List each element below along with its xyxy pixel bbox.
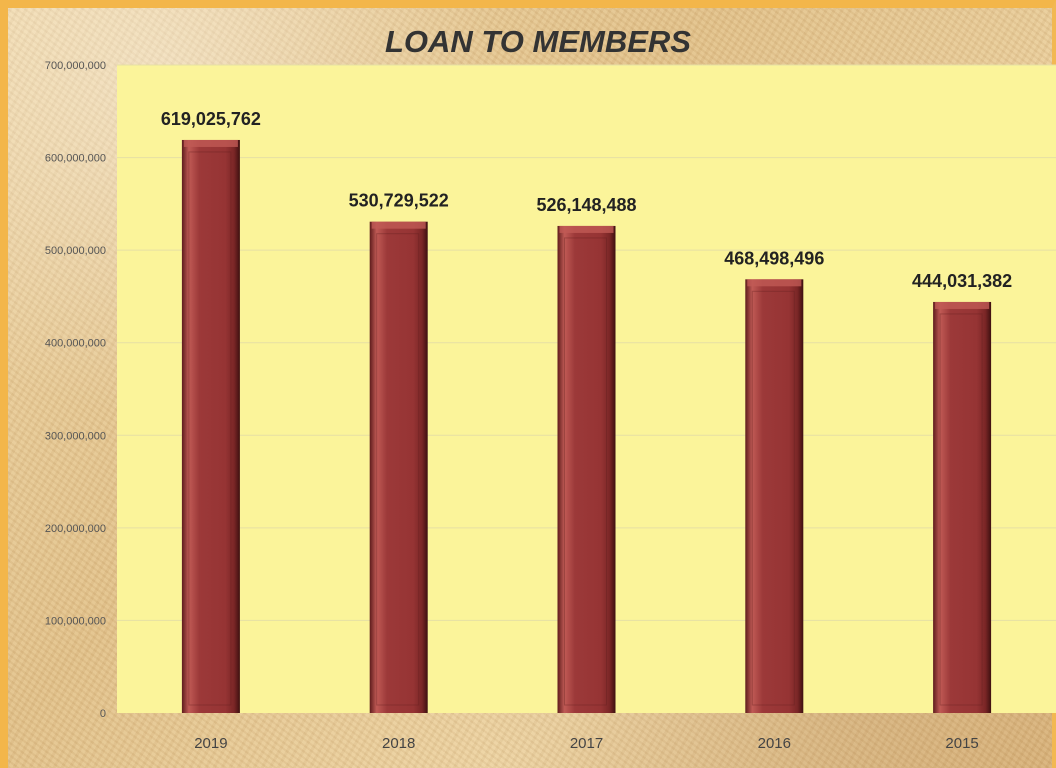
data-labels: 619,025,762 530,729,522 526,148,488 468,498… [161,109,1012,291]
x-tick-label: 2016 [758,735,791,752]
x-tick-label: 2019 [194,735,227,752]
y-tick-label: 500,000,000 [45,245,106,257]
chart-title: LOAN TO MEMBERS [385,24,691,59]
bar-inner-panel [188,151,232,706]
y-tick-label: 0 [100,708,106,720]
x-axis-ticks: 2019 2018 2017 2016 2015 [194,735,979,752]
bar [933,301,992,713]
bar [745,279,804,713]
bar-top-bevel [935,301,990,309]
bar [557,225,616,713]
bar-top-bevel [559,225,614,233]
y-tick-label: 300,000,000 [45,430,106,442]
bar-inner-panel [564,237,607,706]
x-tick-label: 2018 [382,735,415,752]
y-axis-ticks: 0 100,000,000 200,000,000 300,000,000 400,00… [45,60,106,720]
y-tick-label: 400,000,000 [45,338,106,350]
x-tick-label: 2015 [945,735,978,752]
y-tick-label: 700,000,000 [45,60,106,72]
bar-inner-panel [751,290,795,706]
y-tick-label: 100,000,000 [45,615,106,627]
data-label: 530,729,522 [349,191,449,211]
bars [181,139,992,714]
bar-2016 [745,279,804,713]
bar-2017 [557,225,616,713]
y-tick-label: 600,000,000 [45,153,106,165]
bar-inner-panel [939,313,983,706]
data-label: 444,031,382 [912,271,1012,291]
data-label: 619,025,762 [161,109,261,129]
bar-2015 [933,301,992,713]
bar-2019 [181,139,240,714]
data-label: 468,498,496 [724,248,824,268]
x-tick-label: 2017 [570,735,603,752]
y-tick-label: 200,000,000 [45,523,106,535]
bar-inner-panel [376,233,420,706]
bar [369,221,428,713]
bar-top-bevel [371,221,426,229]
data-label: 526,148,488 [536,195,636,215]
bar-top-bevel [747,279,802,287]
bar-top-bevel [183,139,238,147]
bar [181,139,240,714]
bar-2018 [369,221,428,713]
